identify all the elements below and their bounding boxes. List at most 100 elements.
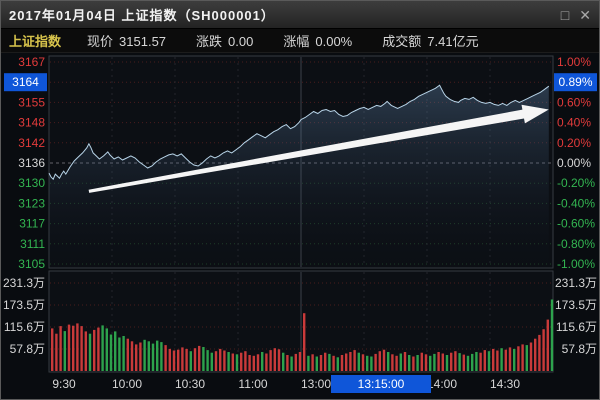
volume-bar <box>88 333 92 371</box>
current-price-field: 现价 3151.57 <box>87 34 167 49</box>
price-line <box>48 84 550 181</box>
volume-bar <box>340 355 344 371</box>
volume-bar <box>240 352 243 371</box>
volume-bar <box>445 355 449 371</box>
volume-bar <box>353 350 356 371</box>
volume-bar <box>277 349 281 371</box>
volume-bar <box>525 345 528 371</box>
volume-bar <box>546 319 549 371</box>
volume-axis-label: 231.3万 <box>3 276 45 290</box>
restore-icon[interactable]: □ <box>560 6 570 23</box>
volume-bar <box>185 348 188 371</box>
volume-bar <box>118 337 121 371</box>
volume-bar <box>311 354 314 371</box>
volume-bar <box>345 353 348 371</box>
current-change-marker <box>554 73 597 92</box>
time-axis-label: 10:30 <box>175 377 205 391</box>
time-axis-label: 14:30 <box>490 377 520 391</box>
volume-bar <box>374 353 377 371</box>
volume-bar <box>492 348 495 371</box>
volume-bar <box>168 348 171 371</box>
window-title: 2017年01月04日 上证指数（SH000001） <box>9 8 275 23</box>
cursor-time-label: 13:15:00 <box>358 377 405 391</box>
time-axis-label: 14:00 <box>427 377 457 391</box>
volume-bar <box>76 323 79 371</box>
pct-axis-label: 1.00% <box>557 55 591 69</box>
pct-axis-label: -0.80% <box>557 237 595 251</box>
volume-bar <box>366 355 369 371</box>
volume-bar <box>382 349 386 371</box>
trend-arrow <box>88 104 549 193</box>
volume-axis-label: 173.5万 <box>555 298 597 312</box>
price-axis-label: 3155 <box>18 95 45 109</box>
volume-bar <box>101 325 104 371</box>
time-axis-label: 10:00 <box>112 377 142 391</box>
pct-axis-label: 0.40% <box>557 116 591 130</box>
volume-bar <box>328 353 331 371</box>
volume-bar <box>80 326 83 371</box>
volume-bar <box>408 355 411 371</box>
volume-axis-label: 231.3万 <box>555 276 597 290</box>
volume-bar <box>437 352 440 371</box>
volume-bar <box>273 348 276 371</box>
volume-bar <box>286 355 289 371</box>
volume-axis-label: 115.6万 <box>4 320 45 334</box>
volume-axis-label: 57.8万 <box>10 342 45 356</box>
turnover-field: 成交额 7.41亿元 <box>382 34 479 49</box>
current-price-value: 3151.57 <box>119 34 167 49</box>
volume-bar <box>483 350 486 371</box>
price-axis-label: 3167 <box>18 55 45 69</box>
volume-bar <box>231 353 234 371</box>
volume-bar <box>391 354 394 371</box>
volume-bar <box>282 352 285 371</box>
volume-bar <box>534 338 537 371</box>
volume-bar <box>454 351 457 371</box>
index-name: 上证指数 <box>9 34 62 49</box>
volume-bar <box>214 351 218 371</box>
close-icon[interactable]: ✕ <box>579 6 591 23</box>
intraday-chart-area[interactable]: 3167 3155 3148 3142 3136 3130 3123 3117 3111 3105… <box>1 53 599 400</box>
volume-bar <box>151 343 155 371</box>
volume-bar <box>72 325 75 371</box>
volume-bar <box>210 352 213 371</box>
price-axis-label: 3123 <box>18 196 45 210</box>
volume-bar <box>227 352 230 371</box>
volume-bar <box>370 356 373 371</box>
volume-bar <box>395 355 398 371</box>
volume-axis-label: 115.6万 <box>556 320 597 334</box>
volume-bar <box>361 354 365 371</box>
volume-bar <box>93 329 96 371</box>
change-pct-value: 0.00% <box>315 34 353 49</box>
volume-bar <box>135 344 138 371</box>
volume-bar <box>399 353 402 371</box>
volume-bar <box>181 347 184 371</box>
volume-bar <box>550 299 554 371</box>
volume-bar <box>269 350 272 371</box>
volume-bar <box>450 352 453 371</box>
volume-bar <box>105 328 108 371</box>
volume-bar <box>130 341 134 371</box>
volume-bar <box>307 355 310 371</box>
cursor-time-marker <box>331 375 431 393</box>
time-axis-label: 11:00 <box>238 377 267 391</box>
volume-bar <box>122 336 125 371</box>
volume-bar <box>51 328 54 371</box>
volume-bar <box>248 355 251 371</box>
volume-bar <box>315 356 318 371</box>
volume-bar <box>542 329 545 371</box>
volume-bar <box>198 345 201 371</box>
intraday-chart-svg[interactable]: 3167 3155 3148 3142 3136 3130 3123 3117 3111 3105… <box>1 53 599 400</box>
volume-bar <box>466 355 470 371</box>
time-axis-label: 13:00 <box>301 377 331 391</box>
volume-bar <box>529 342 533 371</box>
volume-bar <box>156 340 159 371</box>
change-field: 涨跌 0.00 <box>196 34 254 49</box>
pct-axis-label: -0.20% <box>557 176 595 190</box>
volume-bar <box>139 342 142 371</box>
volume-bar <box>538 334 541 371</box>
volume-bar <box>521 344 524 371</box>
volume-bar <box>189 351 192 371</box>
volume-bar <box>298 352 302 371</box>
volume-bar <box>114 331 117 371</box>
price-axis-label: 3130 <box>18 176 45 190</box>
